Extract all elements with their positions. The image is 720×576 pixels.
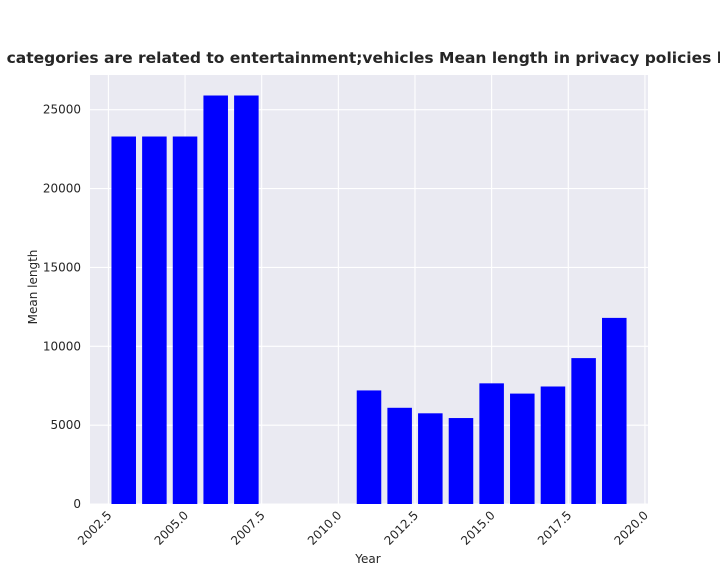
bar-2014 xyxy=(448,418,474,504)
y-tick-label: 25000 xyxy=(43,103,81,117)
bar-2016 xyxy=(510,393,535,504)
x-tick-label: 2010.0 xyxy=(305,508,345,548)
bar-2011 xyxy=(356,390,382,504)
bar-2006 xyxy=(203,95,228,505)
y-tick-label: 20000 xyxy=(43,182,81,196)
bar-2004 xyxy=(142,136,167,504)
x-axis-ticks: 2002.5 2005.0 2007.5 2010.0 2012.5 2015.0 2017… xyxy=(75,508,651,548)
bar-2007 xyxy=(234,95,259,505)
bar-2013 xyxy=(418,413,443,504)
x-tick-label: 2017.5 xyxy=(535,508,575,548)
y-axis-ticks: 0 5000 10000 15000 20000 25000 xyxy=(43,103,81,511)
bar-2018 xyxy=(571,358,596,504)
bar-2003 xyxy=(111,136,136,504)
bar-2017 xyxy=(540,386,566,504)
x-axis-label: Year xyxy=(354,552,380,566)
bars xyxy=(111,95,627,505)
bar-2012 xyxy=(387,407,412,504)
y-tick-label: 15000 xyxy=(43,260,81,274)
chart-title: when categories are related to entertain… xyxy=(0,49,720,67)
bar-2015 xyxy=(479,383,504,504)
y-tick-label: 10000 xyxy=(43,339,81,353)
bar-2019 xyxy=(602,317,627,504)
x-tick-label: 2012.5 xyxy=(382,508,422,548)
y-tick-label: 0 xyxy=(73,497,81,511)
x-tick-label: 2007.5 xyxy=(228,508,268,548)
bar-2005 xyxy=(172,136,198,504)
x-tick-label: 2005.0 xyxy=(152,508,192,548)
y-tick-label: 5000 xyxy=(50,418,81,432)
x-tick-label: 2002.5 xyxy=(75,508,115,548)
x-tick-label: 2020.0 xyxy=(611,508,651,548)
y-axis-label: Mean length xyxy=(26,250,40,325)
x-tick-label: 2015.0 xyxy=(458,508,498,548)
